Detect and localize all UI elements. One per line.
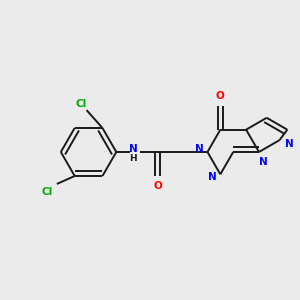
Text: N: N <box>259 157 267 167</box>
Text: N: N <box>208 172 217 182</box>
Text: N: N <box>285 139 294 149</box>
Text: N: N <box>195 144 204 154</box>
Text: Cl: Cl <box>75 99 86 109</box>
Text: O: O <box>154 181 162 191</box>
Text: N: N <box>129 144 137 154</box>
Text: H: H <box>129 154 137 164</box>
Text: Cl: Cl <box>41 187 52 197</box>
Text: O: O <box>216 91 225 101</box>
